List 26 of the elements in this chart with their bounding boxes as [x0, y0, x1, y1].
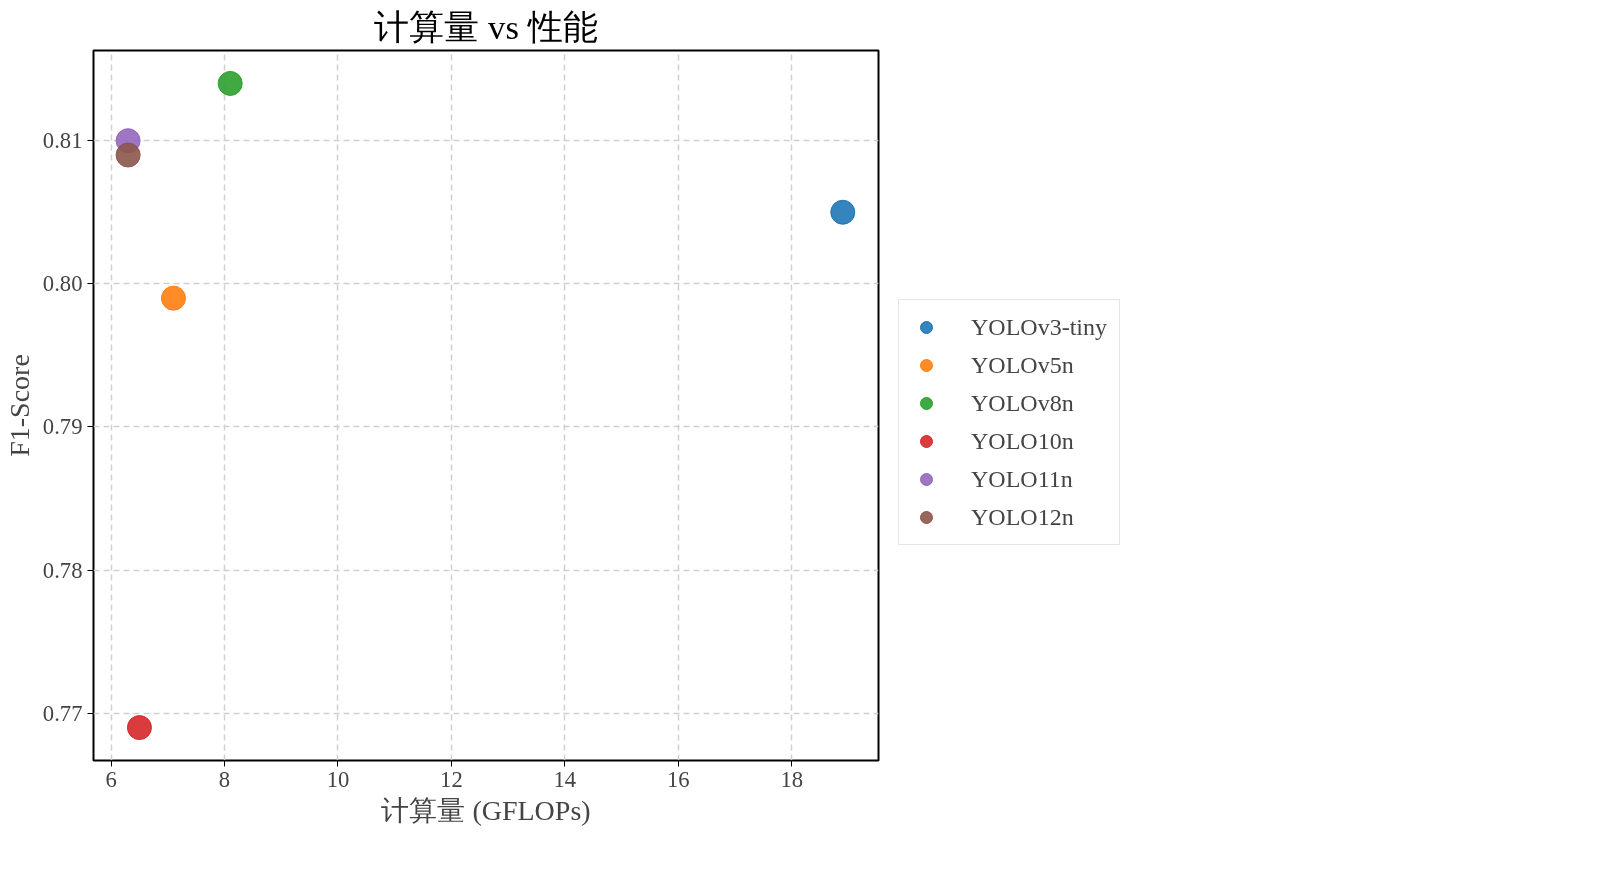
y-tick-label: 0.77: [42, 700, 83, 726]
legend-label: YOLO10n: [971, 427, 1074, 455]
y-tick-label: 0.81: [42, 128, 83, 154]
legend-label: YOLOv5n: [971, 351, 1074, 379]
point: [115, 142, 141, 168]
legend-label: YOLOv8n: [971, 389, 1074, 417]
x-tick-label: 12: [440, 766, 463, 792]
y-tick-label: 0.78: [42, 557, 83, 583]
x-tick-label: 18: [780, 766, 804, 792]
legend-label: YOLO11n: [971, 465, 1073, 493]
legend-label: YOLOv3-tiny: [971, 313, 1107, 341]
x-tick-label: 14: [553, 766, 577, 792]
point: [830, 199, 856, 225]
legend-label: YOLO12n: [971, 503, 1074, 531]
point: [160, 285, 186, 311]
y-axis-title: F1-Score: [3, 354, 35, 457]
y-tick-label: 0.79: [42, 414, 83, 440]
x-tick-label: 16: [666, 766, 690, 792]
x-tick-label: 6: [105, 766, 117, 792]
y-tick-label: 0.80: [42, 271, 83, 297]
x-tick-label: 10: [326, 766, 350, 792]
x-tick-label: 8: [218, 766, 231, 792]
chart-title: 计算量 vs 性能: [374, 7, 598, 46]
point: [217, 70, 243, 96]
x-axis-title: 计算量 (GFLOPs): [381, 794, 591, 826]
point: [126, 715, 152, 741]
